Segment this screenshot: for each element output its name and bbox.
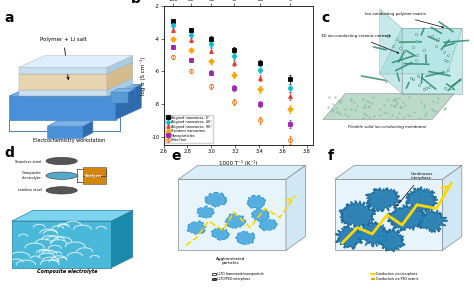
Polygon shape <box>178 179 286 251</box>
Polygon shape <box>402 28 462 93</box>
Polygon shape <box>9 84 141 96</box>
Text: Flexible solid ion-conducting membrane: Flexible solid ion-conducting membrane <box>348 125 426 129</box>
Text: a: a <box>5 11 14 25</box>
Polygon shape <box>107 56 133 74</box>
Text: Continuous
interphase: Continuous interphase <box>397 172 433 206</box>
Polygon shape <box>365 188 401 212</box>
Legend: Conduction via interphase, Conduction via PEO matrix: Conduction via interphase, Conduction vi… <box>369 271 420 282</box>
Polygon shape <box>225 213 246 229</box>
Polygon shape <box>261 220 276 230</box>
Ellipse shape <box>46 157 77 165</box>
Polygon shape <box>19 67 107 74</box>
Polygon shape <box>207 193 225 206</box>
Polygon shape <box>253 210 268 220</box>
Text: tainless steel: tainless steel <box>18 188 42 192</box>
Polygon shape <box>213 229 228 240</box>
Polygon shape <box>47 121 93 126</box>
Text: Polymer + Li salt: Polymer + Li salt <box>40 37 87 79</box>
Polygon shape <box>19 90 107 96</box>
Polygon shape <box>111 92 128 103</box>
Ellipse shape <box>46 187 77 194</box>
Polygon shape <box>336 226 365 249</box>
Polygon shape <box>392 207 422 229</box>
Polygon shape <box>9 96 116 119</box>
Polygon shape <box>237 232 254 244</box>
Polygon shape <box>377 229 405 252</box>
Polygon shape <box>380 9 402 93</box>
Polygon shape <box>359 223 385 244</box>
Polygon shape <box>19 74 107 90</box>
Polygon shape <box>107 62 133 90</box>
Text: Stainless steel: Stainless steel <box>15 160 42 164</box>
FancyBboxPatch shape <box>83 167 106 184</box>
Polygon shape <box>205 193 227 207</box>
Polygon shape <box>259 219 277 231</box>
Polygon shape <box>338 229 362 247</box>
Polygon shape <box>335 179 442 251</box>
Legend: LLTO framework/nanoparticle, LLTO/PEO interphase: LLTO framework/nanoparticle, LLTO/PEO in… <box>211 271 265 282</box>
Text: Electrochemistry workstation: Electrochemistry workstation <box>33 138 105 143</box>
Polygon shape <box>335 165 462 179</box>
Text: Composite
electrolyte: Composite electrolyte <box>22 171 42 180</box>
Polygon shape <box>409 189 435 210</box>
Polygon shape <box>339 201 376 229</box>
Polygon shape <box>442 165 462 251</box>
Text: Ion-conducting polymer matrix: Ion-conducting polymer matrix <box>365 12 444 28</box>
Polygon shape <box>323 93 454 119</box>
Polygon shape <box>19 62 133 74</box>
X-axis label: 1000 T⁻¹ (K⁻¹): 1000 T⁻¹ (K⁻¹) <box>219 160 257 166</box>
Polygon shape <box>83 121 93 138</box>
Polygon shape <box>197 206 214 218</box>
Polygon shape <box>178 165 305 179</box>
Polygon shape <box>388 205 426 231</box>
Polygon shape <box>286 165 305 251</box>
Text: d: d <box>5 146 15 160</box>
Polygon shape <box>128 88 136 103</box>
Polygon shape <box>236 231 255 245</box>
Polygon shape <box>380 231 402 250</box>
Polygon shape <box>12 210 133 221</box>
Polygon shape <box>227 215 244 227</box>
Polygon shape <box>369 190 398 209</box>
Polygon shape <box>212 228 229 240</box>
Polygon shape <box>111 88 136 92</box>
Legend: Aligned nanowires, 0°, Aligned nanowires, 45°, Aligned nanowires, 90°, Random na: Aligned nanowires, 0°, Aligned nanowires… <box>165 115 213 143</box>
Polygon shape <box>19 78 133 90</box>
Text: Composite electrolyte: Composite electrolyte <box>37 269 97 274</box>
Polygon shape <box>343 204 373 226</box>
Polygon shape <box>420 212 444 230</box>
Polygon shape <box>356 221 388 247</box>
Text: e: e <box>171 149 181 163</box>
Polygon shape <box>417 209 447 232</box>
Polygon shape <box>19 56 133 67</box>
Polygon shape <box>111 210 133 268</box>
Polygon shape <box>187 221 206 235</box>
Polygon shape <box>406 186 438 212</box>
Text: f: f <box>328 149 333 163</box>
Polygon shape <box>380 28 462 74</box>
Text: Agglomerated
particles: Agglomerated particles <box>216 257 246 265</box>
Ellipse shape <box>46 172 77 179</box>
Polygon shape <box>249 196 264 208</box>
Polygon shape <box>252 209 269 221</box>
Text: b: b <box>131 0 141 6</box>
Polygon shape <box>116 84 141 119</box>
Text: c: c <box>321 11 330 25</box>
Polygon shape <box>47 126 83 138</box>
Polygon shape <box>107 78 133 96</box>
Y-axis label: log σ (S cm⁻¹): log σ (S cm⁻¹) <box>140 56 146 95</box>
Polygon shape <box>247 195 265 209</box>
Text: 3D ion-conducting ceramic network: 3D ion-conducting ceramic network <box>321 35 399 53</box>
Text: Analyzer: Analyzer <box>85 174 103 178</box>
Polygon shape <box>12 221 111 268</box>
Polygon shape <box>198 207 213 217</box>
Polygon shape <box>189 222 205 233</box>
